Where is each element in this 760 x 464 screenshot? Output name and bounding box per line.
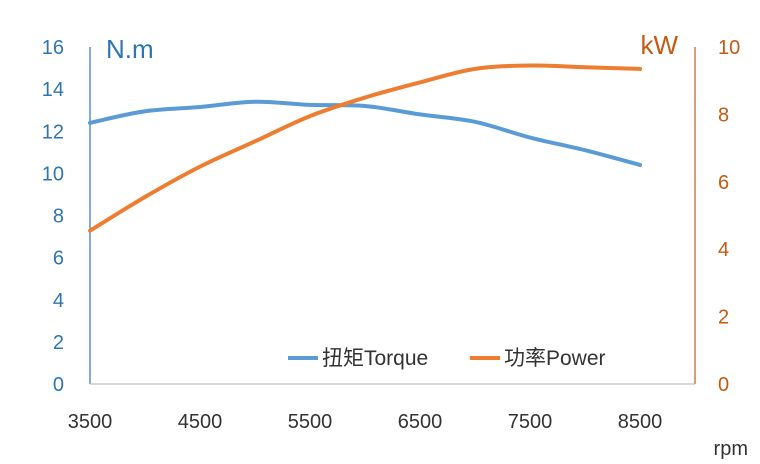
right-tick-label: 4 (718, 239, 729, 261)
legend-label-torque: 扭矩Torque (322, 347, 428, 370)
x-tick-label: 6500 (398, 411, 443, 433)
left-tick-label: 10 (42, 163, 64, 185)
x-axis-label: rpm (714, 438, 748, 460)
torque-series-line (88, 99, 642, 167)
right-tick-label: 10 (718, 37, 740, 59)
series-lines (88, 63, 642, 233)
x-tick-label: 5500 (288, 411, 333, 433)
legend-label-power: 功率Power (504, 347, 606, 370)
left-tick-label: 2 (53, 332, 64, 354)
left-axis-unit: N.m (106, 34, 154, 64)
left-tick-label: 0 (53, 374, 64, 396)
left-tick-label: 8 (53, 206, 64, 228)
power-series-line (88, 63, 642, 233)
left-tick-label: 12 (42, 121, 64, 143)
left-tick-label: 6 (53, 248, 64, 270)
right-tick-label: 6 (718, 172, 729, 194)
x-tick-label: 7500 (508, 411, 553, 433)
left-tick-label: 16 (42, 37, 64, 59)
right-axis-unit: kW (640, 30, 678, 60)
left-tick-label: 4 (53, 290, 64, 312)
x-tick-label: 4500 (178, 411, 223, 433)
axes (89, 47, 696, 385)
right-tick-label: 2 (718, 307, 729, 329)
left-tick-label: 14 (42, 79, 64, 101)
legend: 扭矩Torque 功率Power (288, 347, 606, 370)
x-tick-label: 8500 (618, 411, 663, 433)
right-tick-label: 0 (718, 374, 729, 396)
x-tick-label: 3500 (68, 411, 113, 433)
tick-labels: 0 2 4 6 8 10 12 14 16 0 2 4 6 8 10 3500 4500 5500 6500 7500… (42, 37, 741, 433)
right-tick-label: 8 (718, 104, 729, 126)
